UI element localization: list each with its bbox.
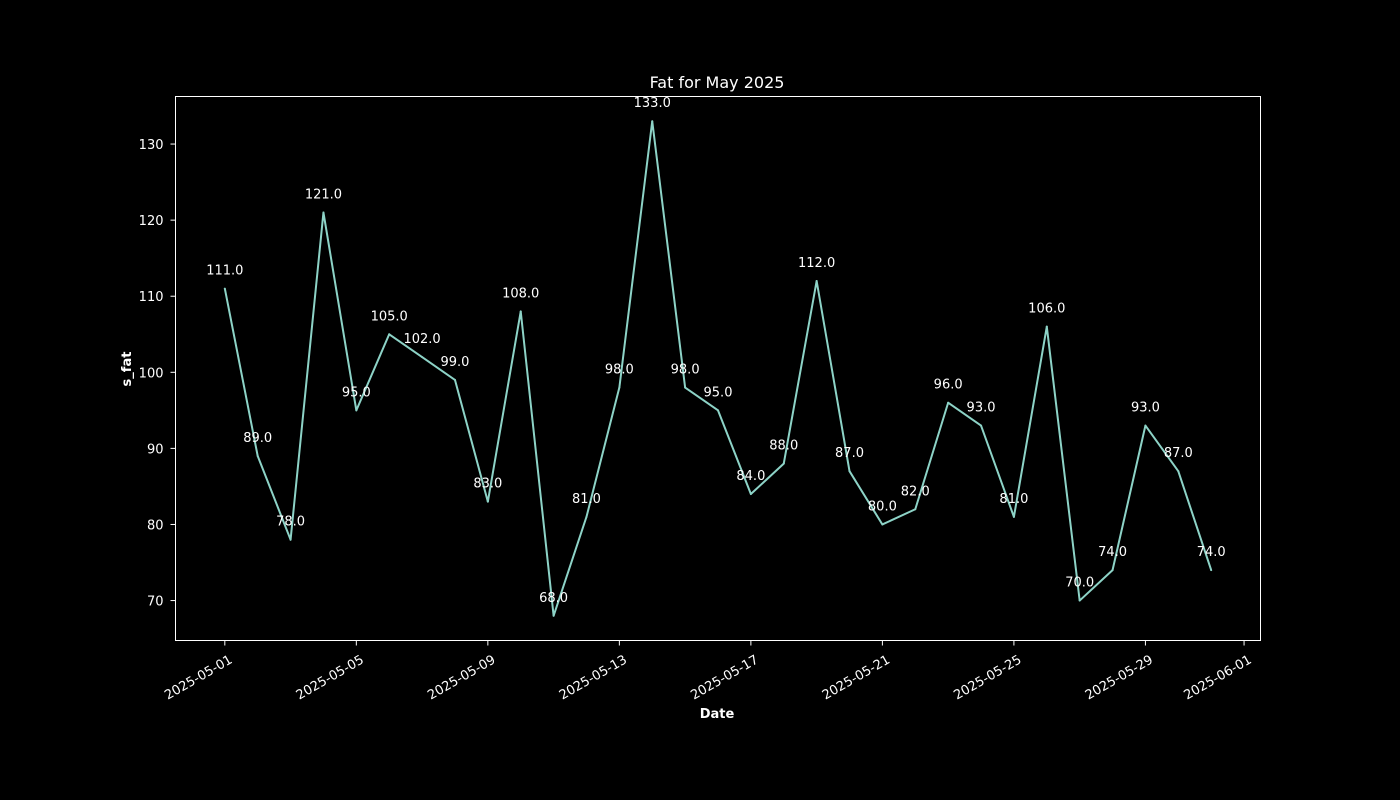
x-axis: 2025-05-01 2025-05-05 2025-05-09 2025-05-13… [162,640,1255,704]
data-point [749,493,752,496]
data-point [585,515,588,518]
data-point [322,211,325,214]
data-point [815,280,818,283]
data-point [651,120,654,123]
data-point [717,409,719,412]
x-tick-label: 2025-05-21 [820,653,893,704]
data-label: 95.0 [342,385,371,400]
data-label: 93.0 [1131,401,1160,416]
x-tick-label: 2025-06-01 [1182,653,1255,704]
data-labels-layer: 111.0 89.0 78.0 121.0 95.0 105.0 102.099.0 83.0… [206,96,1225,606]
data-label: 106.0 [1028,302,1065,317]
data-label: 88.0 [769,439,798,454]
data-label: 87.0 [1164,446,1193,461]
x-tick-label: 2025-05-05 [294,653,367,704]
data-label: 99.0 [440,355,469,370]
data-point [388,333,391,336]
data-label: 121.0 [305,188,342,203]
data-point [256,454,259,457]
data-point [289,538,292,541]
data-point [980,424,983,427]
y-axis-label: s_fat [120,352,135,387]
data-point [782,462,785,465]
data-point [453,378,456,381]
y-tick-label: 80 [147,518,164,533]
y-axis: 70 80 90 100 110 120 130 [139,138,176,610]
data-label: 111.0 [206,264,243,279]
chart-title: Fat for May 2025 [650,73,785,92]
data-label: 83.0 [473,477,502,492]
data-label: 87.0 [835,446,864,461]
data-label: 133.0 [634,96,671,111]
data-point [1111,569,1114,572]
x-tick-label: 2025-05-17 [688,653,761,704]
data-label: 74.0 [1197,545,1226,560]
data-point [355,409,358,412]
plot-area-frame [175,96,1261,641]
data-label: 112.0 [798,256,835,271]
data-label: 89.0 [243,431,272,446]
data-label: 98.0 [605,363,634,378]
data-label: 78.0 [276,515,305,530]
data-point [519,310,522,313]
data-point [1210,569,1213,572]
data-point [552,614,555,617]
x-tick-label: 2025-05-25 [951,653,1024,704]
series-line [223,120,1213,617]
x-tick-label: 2025-05-01 [162,653,235,704]
data-label: 96.0 [934,378,963,393]
y-tick-label: 70 [147,595,164,610]
x-tick-label: 2025-05-29 [1083,653,1156,704]
data-label: 105.0 [371,309,408,324]
data-point [1045,325,1048,328]
data-label: 95.0 [704,385,733,400]
data-point [618,386,621,389]
data-point [684,386,687,389]
data-label: 98.0 [671,363,700,378]
y-tick-label: 100 [139,366,164,381]
data-label: 81.0 [572,492,601,507]
data-label: 81.0 [999,492,1028,507]
data-label: 82.0 [901,484,930,499]
data-point [1177,470,1180,473]
series-layer [223,120,1213,617]
y-tick-label: 130 [139,138,164,153]
data-point [223,287,226,290]
data-label: 102.0 [403,332,440,347]
data-label: 74.0 [1098,545,1127,560]
y-tick-label: 120 [139,214,164,229]
data-point [914,508,917,511]
data-point [947,401,950,404]
data-label: 93.0 [967,401,996,416]
y-tick-label: 110 [139,290,164,305]
x-tick-label: 2025-05-13 [557,653,630,704]
data-point [1012,515,1015,518]
data-label: 70.0 [1065,576,1094,591]
x-tick-label: 2025-05-09 [425,653,498,704]
y-tick-label: 90 [147,442,164,457]
data-label: 84.0 [736,469,765,484]
data-label: 108.0 [502,286,539,301]
data-label: 68.0 [539,591,568,606]
data-point [1144,424,1147,427]
data-point [881,523,884,526]
data-label: 80.0 [868,499,897,514]
data-point [421,356,424,359]
x-axis-label: Date [700,707,735,722]
data-point [486,500,489,503]
data-point [1078,599,1081,602]
data-point [848,470,851,473]
